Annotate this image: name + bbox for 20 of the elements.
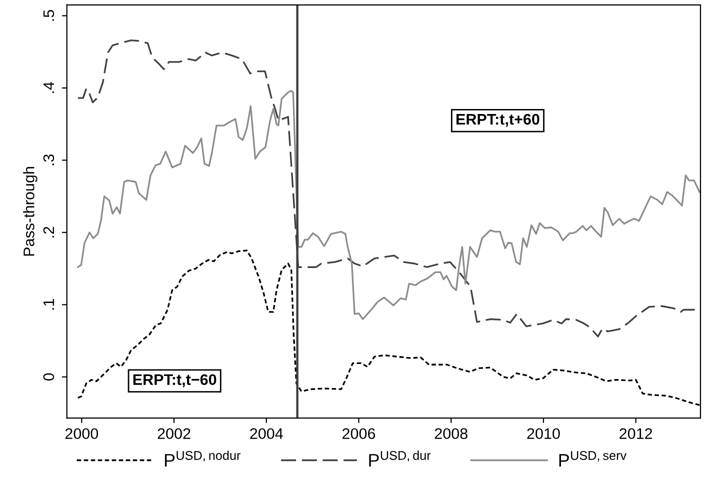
x-tick-label: 2010 [527, 428, 560, 440]
y-tick-label: .2 [43, 226, 54, 238]
legend-label: P$^{USD,dur}$ [369, 450, 431, 467]
legend-label: P$^{USD,nodur}$ [164, 450, 240, 467]
x-tick-label: 2006 [342, 428, 376, 440]
x-tick-label: 2012 [620, 428, 652, 440]
annotation: ERPT:t,t−60 [133, 374, 216, 388]
x-tick-label: 2002 [158, 428, 190, 440]
legend-label: P$^{USD,serv}$ [559, 451, 627, 467]
y-tick-label: .1 [43, 299, 54, 310]
y-tick-label: .5 [43, 10, 54, 21]
y-axis-title: Pass-through [23, 167, 38, 256]
x-tick-label: 2008 [434, 428, 468, 440]
y-tick-label: 0 [43, 373, 54, 381]
x-tick-label: 2000 [65, 428, 98, 440]
line-series [77, 90, 700, 320]
y-tick-label: .3 [43, 154, 54, 166]
y-tick-label: .4 [43, 82, 54, 93]
annotation: ERPT:t,t+60 [456, 114, 540, 127]
x-tick-label: 2004 [250, 428, 283, 440]
